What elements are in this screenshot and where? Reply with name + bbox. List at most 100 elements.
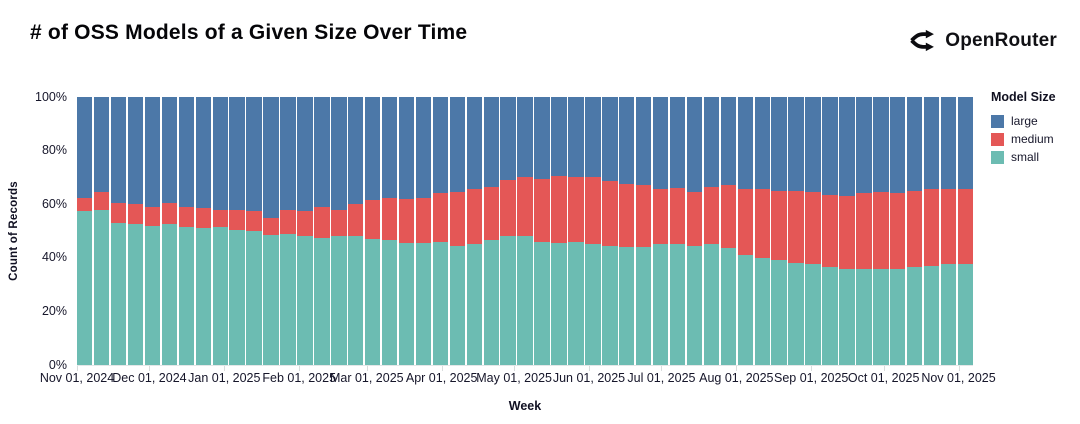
legend-entry-medium: medium	[991, 133, 1079, 146]
bar-week-2025-01-24	[280, 97, 296, 365]
bar-week-2025-09-12	[839, 97, 855, 365]
legend-swatch-small	[991, 151, 1004, 164]
segment-medium	[77, 197, 93, 211]
segment-large	[331, 97, 347, 210]
segment-large	[127, 97, 144, 205]
segment-small	[652, 244, 669, 365]
bar-week-2024-12-20	[195, 97, 211, 365]
bar-week-2025-05-23	[568, 97, 584, 365]
segment-medium	[856, 193, 872, 269]
segment-large	[398, 97, 415, 199]
segment-medium	[873, 192, 889, 269]
y-axis-labels: 0% 20% 40% 60% 80% 100%	[20, 90, 72, 372]
bar-week-2025-07-25	[720, 97, 737, 365]
segment-small	[415, 243, 432, 365]
segment-large	[432, 97, 449, 194]
segment-large	[280, 97, 296, 210]
segment-small	[500, 236, 516, 365]
segment-medium	[619, 184, 635, 248]
segment-small	[805, 264, 821, 365]
segment-large	[669, 97, 686, 189]
bar-week-2025-05-30	[585, 97, 601, 365]
bar-week-2025-01-17	[263, 97, 279, 365]
segment-small	[77, 210, 93, 365]
segment-large	[110, 97, 127, 203]
segment-small	[161, 224, 178, 365]
bar-week-2025-04-25	[500, 97, 516, 365]
legend: Model Size large medium small	[991, 90, 1079, 169]
bar-week-2025-05-09	[534, 97, 550, 365]
bar-week-2025-09-19	[856, 97, 872, 365]
segment-small	[635, 247, 652, 365]
segment-medium	[923, 189, 940, 266]
segment-medium	[500, 180, 516, 237]
y-tick-label: 40%	[41, 250, 67, 265]
segment-medium	[263, 217, 279, 235]
segment-small	[940, 264, 957, 365]
segment-small	[246, 230, 262, 365]
segment-large	[263, 97, 279, 218]
bar-week-2024-11-15	[110, 97, 127, 365]
segment-large	[212, 97, 228, 210]
segment-medium	[110, 202, 127, 223]
openrouter-logo[interactable]: OpenRouter	[909, 27, 1057, 54]
bar-week-2025-03-07	[381, 97, 398, 365]
segment-medium	[449, 192, 466, 246]
segment-medium	[127, 204, 144, 225]
x-tick-mark	[958, 366, 960, 371]
segment-medium	[212, 209, 228, 227]
segment-small	[144, 225, 161, 365]
segment-small	[856, 268, 872, 365]
legend-title: Model Size	[991, 90, 1056, 104]
segment-medium	[686, 192, 703, 246]
segment-large	[839, 97, 855, 197]
legend-label: large	[1011, 114, 1038, 128]
segment-medium	[280, 209, 296, 234]
segment-large	[957, 97, 974, 190]
bar-week-2025-05-16	[551, 97, 567, 365]
segment-medium	[720, 185, 737, 249]
segment-small	[602, 245, 618, 365]
segment-small	[957, 264, 974, 365]
segment-medium	[585, 177, 601, 245]
segment-large	[364, 97, 381, 201]
bar-week-2025-04-11	[466, 97, 482, 365]
bar-week-2025-07-18	[703, 97, 720, 365]
x-tick-label: Aug 01, 2025	[699, 371, 774, 385]
x-tick-label: Nov 01, 2024	[39, 371, 115, 385]
segment-medium	[957, 189, 974, 265]
segment-large	[652, 97, 669, 190]
segment-small	[449, 245, 466, 365]
segment-medium	[229, 209, 245, 230]
segment-medium	[178, 206, 195, 227]
segment-large	[602, 97, 618, 182]
segment-small	[348, 236, 364, 365]
segment-large	[178, 97, 195, 207]
segment-small	[839, 268, 855, 365]
segment-large	[348, 97, 364, 205]
segment-small	[754, 257, 770, 365]
x-tick-label: Apr 01, 2025	[405, 371, 478, 385]
segment-medium	[940, 189, 957, 265]
bar-week-2025-02-07	[314, 97, 330, 365]
segment-medium	[314, 206, 330, 238]
bar-week-2025-03-14	[398, 97, 415, 365]
x-tick-mark	[589, 366, 590, 371]
segment-small	[398, 243, 415, 365]
segment-medium	[415, 197, 432, 244]
segment-small	[568, 241, 584, 365]
segment-large	[686, 97, 703, 193]
segment-small	[686, 245, 703, 365]
bar-week-2025-02-21	[348, 97, 364, 365]
segment-medium	[703, 186, 720, 245]
segment-large	[415, 97, 432, 198]
bar-week-2025-06-27	[652, 97, 669, 365]
bar-week-2025-10-03	[890, 97, 906, 365]
bar-week-2025-01-10	[246, 97, 262, 365]
bar-week-2025-03-28	[432, 97, 449, 365]
bar-week-2025-04-04	[449, 97, 466, 365]
segment-medium	[517, 177, 533, 237]
x-tick-mark	[811, 366, 813, 371]
segment-large	[788, 97, 804, 191]
segment-large	[517, 97, 533, 178]
